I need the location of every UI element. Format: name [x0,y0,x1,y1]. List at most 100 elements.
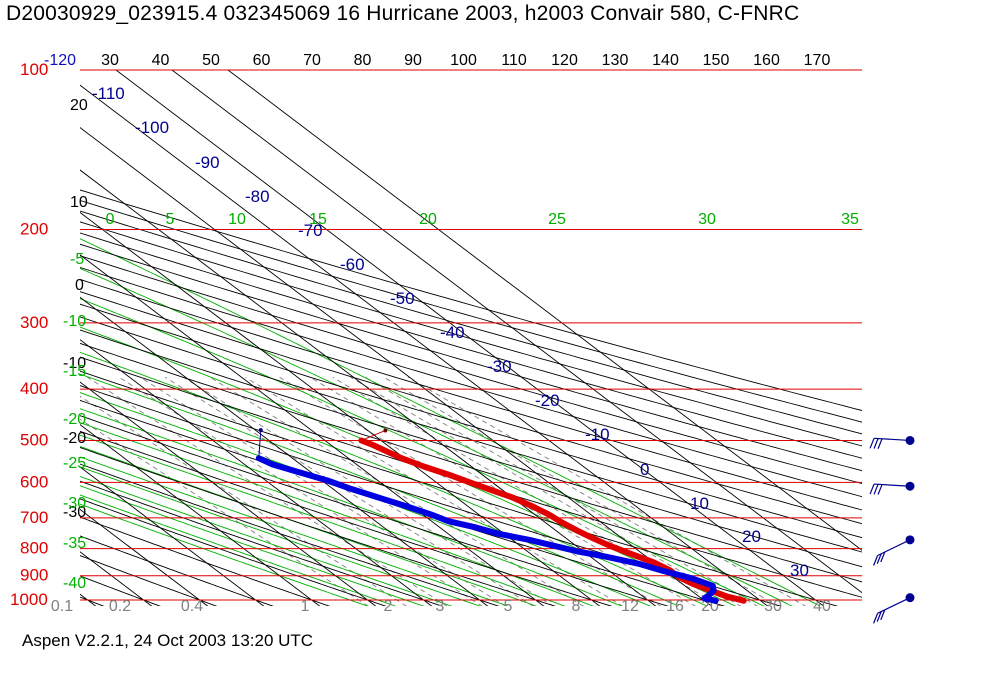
dry-adiabat-line [80,232,862,459]
top-axis-label: 50 [202,52,220,69]
isotherm-lines [80,70,862,606]
dry-adiabat-label: -70 [298,221,323,240]
dry-adiabat-line [80,555,218,606]
dry-adiabat-label: -80 [245,187,270,206]
isotherm-line [80,211,601,606]
isotherm-line [80,127,713,606]
moist-adiabat-label: -10 [63,313,86,330]
top-axis-label: 140 [652,52,679,69]
mixing-ratio-label: 0.2 [109,598,131,615]
mixing-ratio-line [164,376,534,606]
wind-barb-flag [873,438,879,449]
mixing-ratio-label: 5 [504,598,513,615]
moist-adiabat-line [80,466,481,606]
temperature-profile [358,437,747,604]
dry-adiabat-line [80,498,387,606]
pressure-label-400: 400 [20,379,48,398]
isotherm-line [80,84,769,606]
isotherm-line [80,508,209,606]
moist-adiabat-label: 30 [698,211,716,228]
isotherm-line [80,254,545,606]
temperature-upper-trace [361,429,386,441]
mixing-ratio-label: 2 [384,598,393,615]
moist-adiabat-line [80,475,453,606]
mixing-ratio-label: 0.4 [181,598,203,615]
dry-adiabat-line [80,278,862,511]
dry-adiabat-label: -90 [195,153,220,172]
wind-barb-990 [873,593,915,624]
moist-adiabat-line [80,267,793,606]
top-axis-label: 90 [404,52,422,69]
pressure-label-300: 300 [20,313,48,332]
top-axis-label: 110 [501,52,527,69]
pressure-label-600: 600 [20,472,48,491]
mixing-ratio-label: 12 [621,598,639,615]
dewpoint-upper-point [258,428,263,433]
moist-adiabat-line [80,456,509,606]
wind-barb-flag [877,484,883,495]
sounding-profiles [255,428,747,604]
moist-adiabat-label: -15 [63,363,86,380]
isobar-lines [80,69,862,601]
top-axis-label: 40 [152,52,170,69]
moist-adiabat-line [80,373,680,606]
dry-adiabat-line [80,199,862,423]
pressure-label-800: 800 [20,539,48,558]
moist-adiabat-label: -30 [63,495,86,512]
moist-adiabat-line [80,298,765,606]
dry-adiabat-line [80,189,862,411]
dry-adiabat-label: -10 [585,425,610,444]
top-axis-label: -120 [44,52,76,69]
moist-adiabat-line [80,238,821,606]
dry-adiabat-label: -60 [340,255,365,274]
wind-barb-flag [876,611,882,622]
dry-adiabat-label: 20 [742,527,761,546]
dry-adiabat-line [80,255,862,484]
dry-adiabat-line [80,446,557,606]
mixing-ratio-line [279,376,662,606]
dry-adiabat-line [80,415,669,606]
dry-adiabat-label: -40 [440,323,465,342]
wind-barb-staff [877,597,911,614]
wind-barb-610 [869,481,915,495]
mixing-ratio-label: 30 [764,598,782,615]
moist-adiabat-line [80,434,566,606]
moist-adiabat-line [80,445,538,606]
pressure-label-900: 900 [20,566,48,585]
moist-adiabat-label: -35 [63,535,86,552]
moist-adiabat-label: 35 [841,211,859,228]
wind-barb-flag [869,438,875,449]
dry-adiabat-label: -100 [135,118,169,137]
moist-adiabat-line [80,408,623,606]
dry-adiabat-line [80,342,862,583]
isotherm-line [80,466,265,606]
wind-barb-500 [869,435,915,449]
moist-adiabat-line [80,485,425,606]
moist-adiabat-label: -25 [63,455,86,472]
chart-title: D20030929_023915.4 032345069 16 Hurrican… [6,2,800,25]
wind-barb-flag [880,609,886,621]
mixing-ratio-line [80,395,407,606]
isotherm-line [115,70,825,606]
pressure-label-1000: 1000 [10,590,48,609]
pressure-label-100: 100 [20,60,48,79]
top-axis-label: 100 [450,52,477,69]
temperature-label: -20 [63,430,86,447]
top-axis-label: 30 [101,52,119,69]
moist-adiabat-label: 10 [228,211,246,228]
moist-adiabat-label: 15 [309,211,327,228]
top-axis-label: 70 [303,52,321,69]
mixing-ratio-line [183,376,555,606]
isotherm-line [80,593,97,606]
moist-adiabat-label: 5 [166,211,175,228]
isotherm-line [227,70,862,551]
mixing-ratio-label: 8 [572,598,581,615]
wind-barb-flag [873,555,879,566]
moist-adiabat-label: 0 [106,211,115,228]
top-axis-label: 130 [602,52,629,69]
dry-adiabat-line [80,266,862,498]
dry-adiabat-line [80,221,862,447]
mixing-ratio-line [87,376,448,606]
wind-barb-flag [876,553,882,564]
